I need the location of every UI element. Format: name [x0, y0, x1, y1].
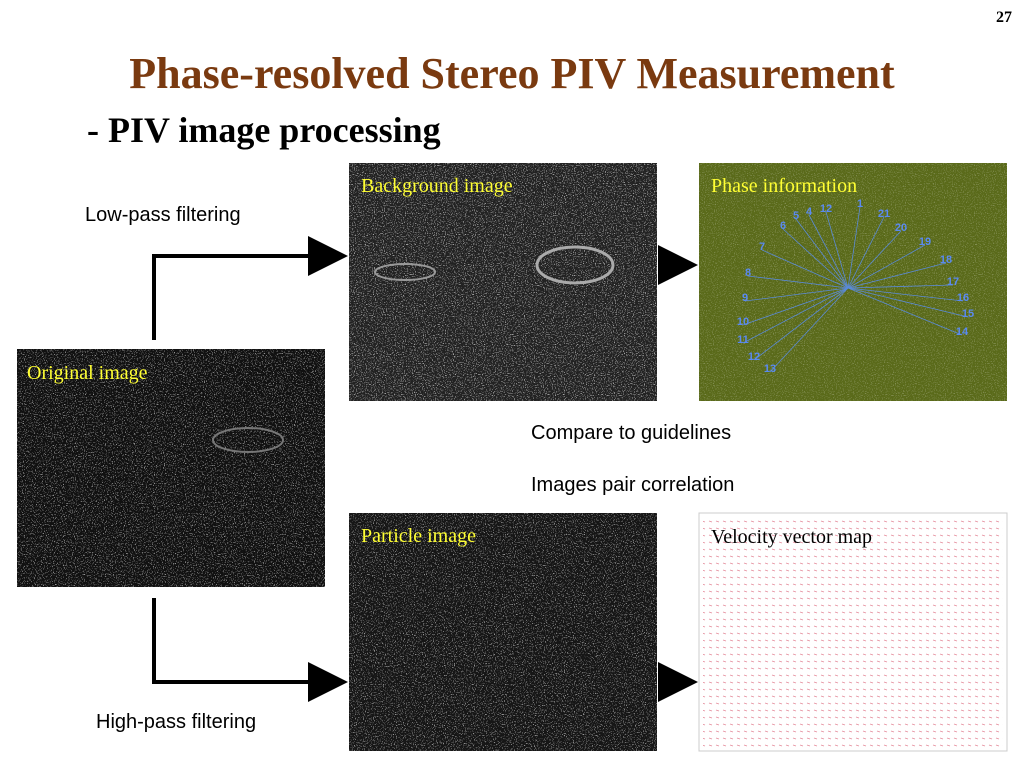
phase-labels: 1 21 20 19 18 17 16 15 14 13 12 11 10 9 8 7 65 4 12: [737, 198, 974, 375]
vector-field: [703, 517, 1003, 747]
page-number: 27: [996, 9, 1012, 26]
guideline: [753, 287, 849, 361]
guideline: [747, 275, 849, 289]
image-caption: Original image: [27, 362, 148, 384]
guideline: [847, 287, 964, 302]
phase-label: 19: [919, 236, 931, 248]
phase-label: 17: [947, 276, 959, 288]
phase-label: 18: [940, 254, 952, 266]
guideline: [847, 206, 861, 289]
image-noise: [699, 163, 1007, 401]
image-noise: [349, 163, 657, 401]
guideline: [847, 244, 926, 289]
guideline: [847, 287, 969, 318]
guideline: [847, 216, 885, 289]
arrow: [152, 236, 348, 340]
guideline: [808, 214, 849, 289]
image-caption: Phase information: [711, 175, 857, 197]
image-feature: [374, 263, 436, 281]
phase-label: 1: [857, 198, 863, 210]
guideline: [847, 287, 963, 336]
phase-label: 9: [742, 292, 748, 304]
guideline: [847, 230, 902, 289]
guideline: [782, 228, 849, 289]
step-label: Images pair correlation: [531, 474, 734, 496]
guideline: [742, 287, 849, 326]
phase-label: 8: [745, 267, 751, 279]
phase-label: 6: [780, 220, 786, 232]
guideline: [825, 211, 849, 289]
step-label: Compare to guidelines: [531, 422, 731, 444]
step-label: Low-pass filtering: [85, 204, 241, 226]
phase-label: 13: [764, 363, 776, 375]
image-noise: [349, 513, 657, 751]
step-label: High-pass filtering: [96, 711, 256, 733]
image-feature: [535, 245, 615, 285]
phase-label: 15: [962, 308, 974, 320]
phase-label: 4: [806, 206, 813, 218]
arrow: [152, 598, 348, 702]
phase-label: 12: [820, 203, 832, 215]
guideline: [761, 249, 849, 289]
guideline: [769, 287, 849, 373]
title: Phase-resolved Stereo PIV Measurement: [129, 49, 895, 98]
guideline: [744, 287, 849, 302]
image-feature: [212, 427, 284, 453]
phase-label: 21: [878, 208, 890, 220]
phase-label: 12: [748, 351, 760, 363]
image-caption: Particle image: [361, 525, 476, 547]
phase-label: 10: [737, 316, 749, 328]
image-caption: Background image: [361, 175, 513, 197]
image-caption: Velocity vector map: [711, 526, 872, 548]
phase-label: 16: [957, 292, 969, 304]
image-noise: [17, 349, 325, 587]
phase-label: 11: [737, 334, 749, 346]
phase-label: 20: [895, 222, 907, 234]
guideline: [795, 218, 849, 289]
phase-label: 14: [956, 326, 969, 338]
phase-label: 5: [793, 210, 799, 222]
phase-label: 7: [759, 241, 765, 253]
guideline: [847, 284, 954, 289]
subtitle: - PIV image processing: [87, 110, 441, 150]
guideline: [742, 287, 849, 344]
guideline: [847, 262, 947, 289]
